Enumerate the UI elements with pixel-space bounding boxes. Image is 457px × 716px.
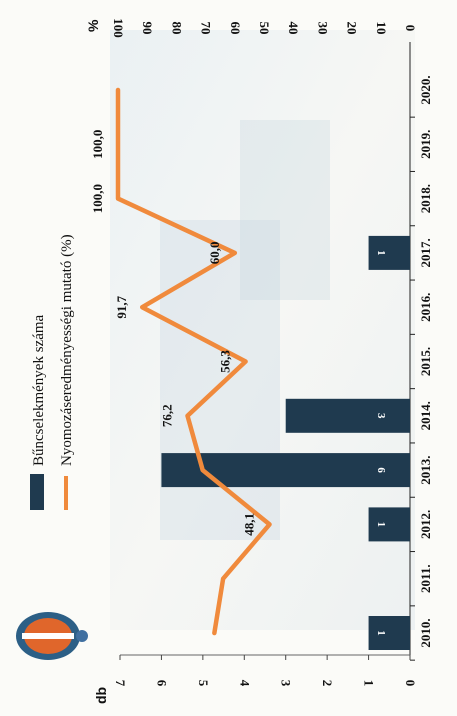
bar-value-label: 1 bbox=[375, 522, 387, 528]
line-value-label: 76,2 bbox=[159, 404, 174, 427]
bar-value-label: 1 bbox=[375, 250, 387, 256]
right-axis-tick-label: 90 bbox=[140, 22, 155, 35]
right-axis-tick-label: 20 bbox=[345, 22, 360, 35]
line-value-label: 48,1 bbox=[242, 513, 257, 536]
line-value-label: 100,0 bbox=[90, 184, 105, 213]
year-tick-label: 2017. bbox=[418, 238, 433, 267]
year-tick-label: 2015. bbox=[418, 347, 433, 376]
line-value-label: 100,0 bbox=[90, 130, 105, 159]
legend-swatch-bar bbox=[30, 474, 44, 510]
right-axis-tick-label: 50 bbox=[257, 22, 272, 35]
year-tick-label: 2020. bbox=[418, 75, 433, 104]
year-tick-label: 2011. bbox=[418, 564, 433, 593]
bar-value-label: 3 bbox=[375, 413, 387, 419]
right-axis-tick-label: 60 bbox=[228, 22, 243, 35]
left-axis-tick-label: 5 bbox=[196, 680, 211, 687]
right-axis-tick-label: 80 bbox=[169, 22, 184, 35]
year-tick-label: 2012. bbox=[418, 510, 433, 539]
right-axis-tick-label: 30 bbox=[315, 22, 330, 35]
left-axis-tick-label: 4 bbox=[237, 680, 252, 687]
legend-label-line: Nyomozáseredményességi mutató (%) bbox=[59, 234, 75, 466]
year-tick-label: 2019. bbox=[418, 130, 433, 159]
efficiency-line bbox=[115, 87, 272, 636]
line-value-label: 60,0 bbox=[207, 242, 222, 265]
left-axis-tick-label: 7 bbox=[113, 680, 128, 687]
legend-label-bar: Bűncselekmények száma bbox=[31, 314, 47, 466]
left-axis-tick-label: 6 bbox=[154, 680, 169, 687]
background-photo-shape-2 bbox=[240, 120, 330, 300]
bar-2012 bbox=[368, 507, 410, 542]
left-axis-tick-label: 0 bbox=[403, 680, 418, 687]
bar-value-label: 6 bbox=[375, 467, 387, 473]
left-axis-tick-label: 3 bbox=[279, 680, 294, 687]
bar-value-label: 1 bbox=[375, 630, 387, 636]
year-tick-label: 2014. bbox=[418, 401, 433, 430]
right-axis-tick-label: 40 bbox=[286, 22, 301, 35]
line-value-label: 56,3 bbox=[218, 350, 233, 373]
left-axis-unit-label: db bbox=[93, 687, 109, 704]
right-axis-tick-label: 100 bbox=[111, 18, 126, 38]
right-axis-tick-label: 70 bbox=[199, 22, 214, 35]
line-value-label: 91,7 bbox=[114, 295, 129, 318]
right-axis-tick-label: 10 bbox=[374, 22, 389, 35]
left-axis-tick-label: 1 bbox=[362, 680, 377, 687]
year-tick-label: 2010. bbox=[418, 618, 433, 647]
right-axis-tick-label: 0 bbox=[403, 25, 418, 32]
bar-2010 bbox=[368, 616, 410, 650]
bar-2017 bbox=[368, 235, 410, 270]
coat-of-arms-logo bbox=[16, 612, 88, 660]
year-tick-label: 2013. bbox=[418, 455, 433, 484]
year-tick-label: 2018. bbox=[418, 184, 433, 213]
right-axis-unit-label: % bbox=[85, 19, 101, 32]
left-axis-tick-label: 2 bbox=[320, 680, 335, 687]
bar-2014 bbox=[285, 398, 410, 433]
year-tick-label: 2016. bbox=[418, 293, 433, 322]
legend: Bűncselekmények száma Nyomozáseredményes… bbox=[30, 234, 75, 510]
